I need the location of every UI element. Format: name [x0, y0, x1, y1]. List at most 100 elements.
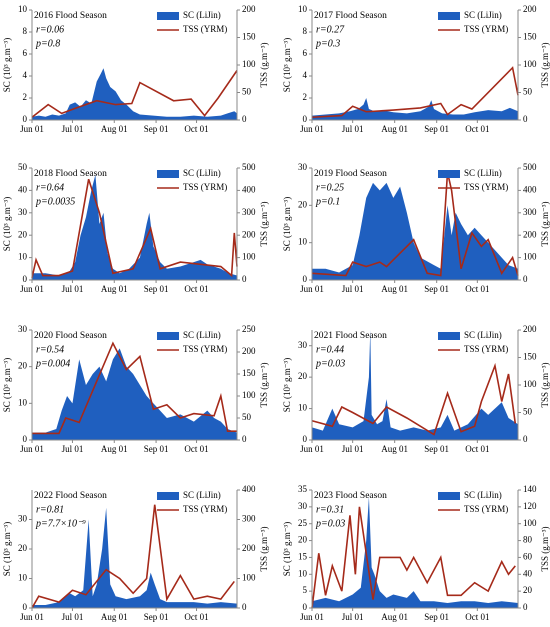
tss-line	[311, 172, 519, 277]
y2-tick-label: 500	[523, 162, 537, 172]
legend-label: SC (LiJin)	[183, 490, 221, 500]
y-tick-label: 2	[23, 92, 28, 102]
legend-label: TSS (YRM)	[464, 344, 508, 354]
y-axis-label: SC (10³ g.m⁻³)	[2, 197, 12, 251]
x-tick-label: Jun 01	[300, 612, 324, 622]
x-tick-label: Sep 01	[424, 124, 449, 134]
y-tick-label: 20	[18, 543, 28, 553]
y-tick-label: 0	[303, 114, 308, 124]
tss-line	[32, 341, 237, 435]
y2-tick-label: 100	[242, 59, 256, 69]
y2-axis-label: TSS (g.m⁻³)	[259, 43, 269, 88]
y-tick-label: 10	[18, 573, 28, 583]
y2-axis-label: TSS (g.m⁻³)	[259, 363, 269, 408]
y2-tick-label: 200	[523, 229, 537, 239]
y2-tick-label: 20	[523, 585, 533, 595]
y2-tick-label: 100	[523, 59, 537, 69]
y2-tick-label: 100	[523, 252, 537, 262]
annotation: p=7.7×10⁻⁹	[35, 518, 86, 529]
y-tick-label: 4	[303, 70, 308, 80]
legend-label: TSS (YRM)	[183, 344, 227, 354]
x-tick-label: Jul 01	[342, 612, 364, 622]
y2-tick-label: 100	[523, 379, 537, 389]
y2-tick-label: 50	[242, 87, 252, 97]
annotation: r=0.44	[316, 344, 344, 355]
x-tick-label: Sep 01	[144, 284, 169, 294]
y2-tick-label: 50	[523, 407, 533, 417]
y2-tick-label: 200	[523, 324, 537, 334]
y2-tick-label: 40	[523, 568, 533, 578]
y-tick-label: 30	[298, 162, 308, 172]
y-tick-label: 0	[303, 274, 308, 284]
annotation: r=0.31	[316, 504, 344, 515]
y-tick-label: 10	[18, 397, 28, 407]
sc-area	[312, 182, 518, 280]
y2-axis-label: TSS (g.m⁻³)	[540, 363, 550, 408]
x-tick-label: Jun 01	[20, 124, 44, 134]
x-tick-label: Oct 01	[184, 612, 208, 622]
y-tick-label: 5	[303, 585, 308, 595]
y2-tick-label: 150	[523, 352, 537, 362]
y2-tick-label: 100	[242, 573, 256, 583]
y2-tick-label: 400	[242, 484, 256, 494]
y2-tick-label: 0	[242, 114, 247, 124]
panel-title: 2020 Flood Season	[34, 331, 107, 341]
annotation: p=0.004	[35, 358, 70, 369]
x-tick-label: Oct 01	[465, 284, 489, 294]
annotation: p=0.8	[35, 38, 60, 49]
y-tick-label: 10	[298, 403, 308, 413]
legend-label: SC (LiJin)	[183, 10, 221, 20]
y2-axis-label: TSS (g.m⁻³)	[259, 202, 269, 247]
y2-tick-label: 80	[523, 535, 533, 545]
legend-swatch	[157, 332, 179, 340]
x-tick-label: Jul 01	[342, 124, 364, 134]
y2-tick-label: 150	[523, 32, 537, 42]
legend-label: TSS (YRM)	[464, 182, 508, 192]
y2-axis-label: TSS (g.m⁻³)	[540, 527, 550, 572]
tss-line	[31, 504, 235, 609]
y2-tick-label: 200	[242, 346, 256, 356]
y-tick-label: 8	[303, 26, 308, 36]
x-tick-label: Jul 01	[62, 124, 84, 134]
y2-tick-label: 200	[242, 4, 256, 14]
x-tick-label: Oct 01	[184, 124, 208, 134]
x-tick-label: Jul 01	[62, 444, 84, 454]
legend-swatch	[438, 492, 460, 500]
y-tick-label: 6	[303, 48, 308, 58]
sc-area	[312, 496, 518, 608]
legend-label: TSS (YRM)	[464, 504, 508, 514]
y-tick-label: 30	[298, 340, 308, 350]
y-tick-label: 10	[298, 4, 308, 14]
legend-label: SC (LiJin)	[464, 168, 502, 178]
legend-label: SC (LiJin)	[464, 490, 502, 500]
annotation: p=0.0035	[35, 196, 75, 207]
y2-tick-label: 100	[242, 390, 256, 400]
x-tick-label: Sep 01	[424, 284, 449, 294]
y-tick-label: 15	[298, 551, 308, 561]
panel: 0 5 10 15 20 25 30 35 0 20 40 60 80 100 120 140 Jun 01 Ju…	[282, 484, 550, 622]
legend-label: SC (LiJin)	[183, 330, 221, 340]
y2-tick-label: 500	[242, 162, 256, 172]
legend-swatch	[157, 170, 179, 178]
y-tick-label: 2	[303, 92, 308, 102]
y2-tick-label: 150	[242, 368, 256, 378]
y-tick-label: 20	[18, 229, 28, 239]
y-tick-label: 35	[298, 484, 308, 494]
y2-tick-label: 300	[242, 514, 256, 524]
y2-tick-label: 120	[523, 501, 537, 511]
y-tick-label: 0	[23, 602, 28, 612]
y2-tick-label: 0	[242, 602, 247, 612]
legend-swatch	[157, 12, 179, 20]
annotation: p=0.1	[315, 196, 340, 207]
x-tick-label: Jun 01	[20, 444, 44, 454]
y2-tick-label: 60	[523, 551, 533, 561]
y2-tick-label: 0	[523, 602, 528, 612]
x-tick-label: Sep 01	[424, 612, 449, 622]
legend-label: TSS (YRM)	[183, 504, 227, 514]
sc-area	[32, 174, 237, 280]
legend-label: SC (LiJin)	[464, 330, 502, 340]
x-tick-label: Aug 01	[381, 284, 408, 294]
tss-line	[31, 70, 238, 118]
